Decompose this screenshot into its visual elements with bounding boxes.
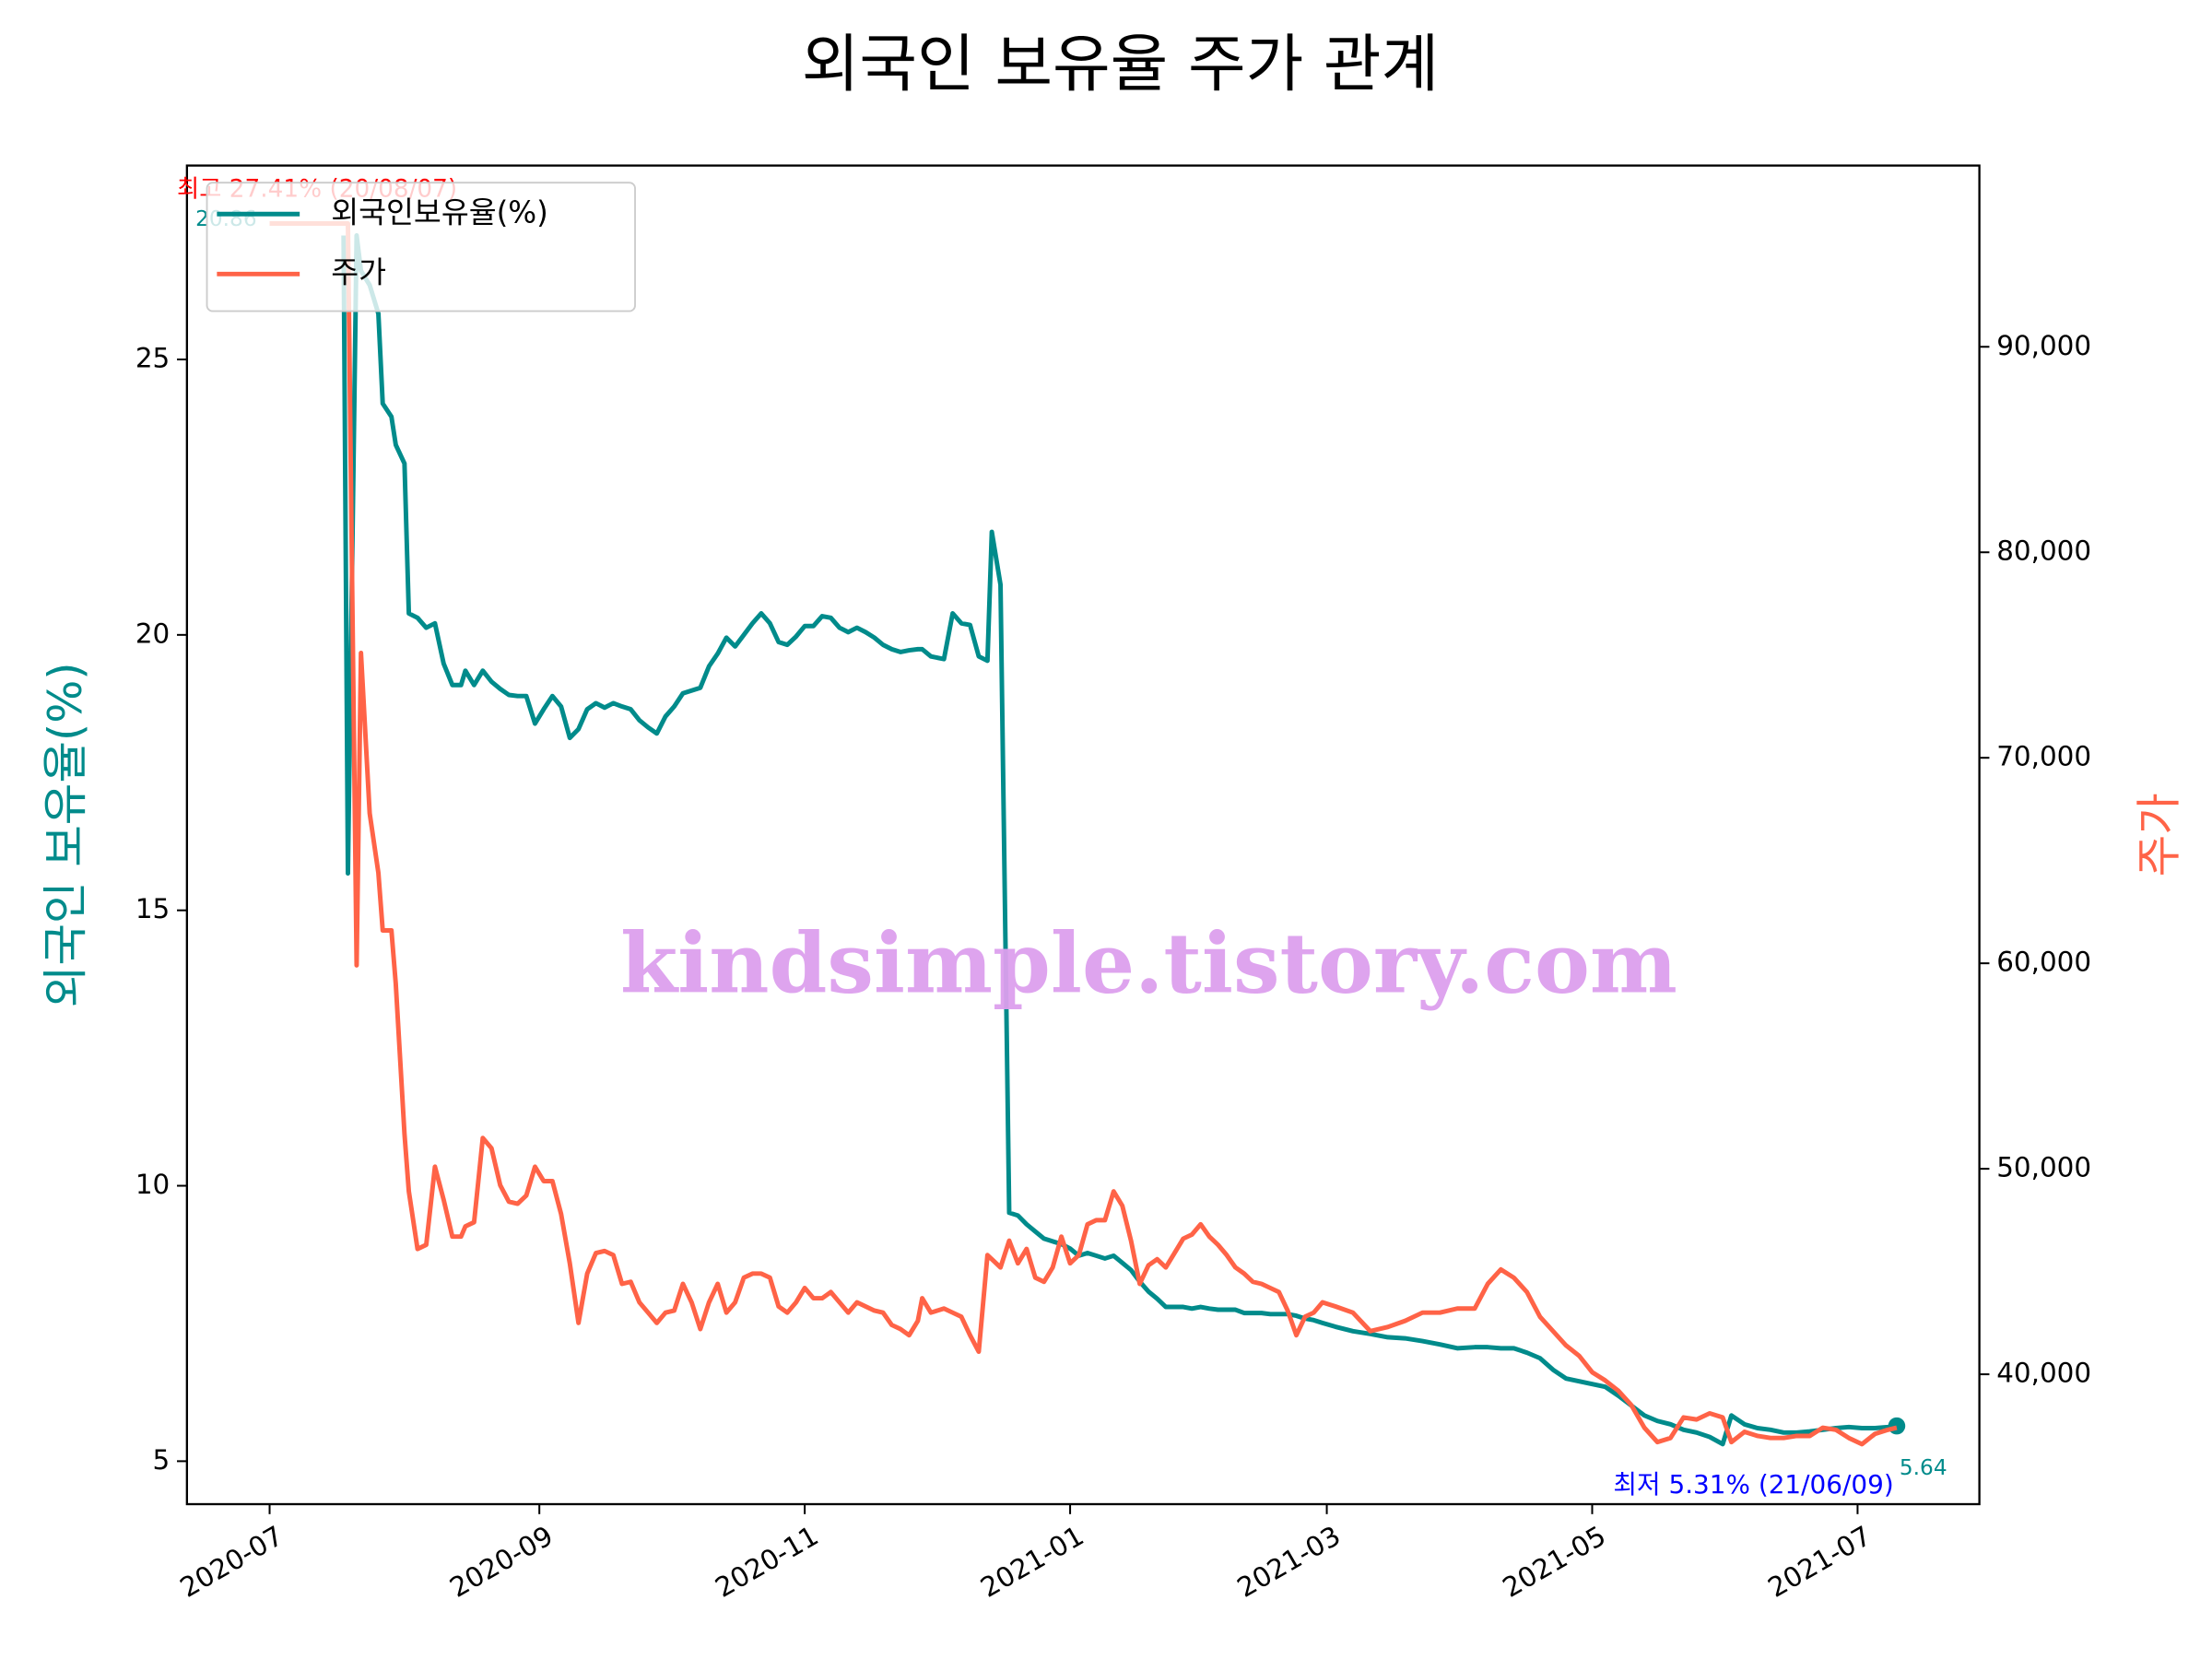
- y-axis-label: 외국인 보유율(%): [39, 662, 92, 1007]
- y2-tick-label: 40,000: [1996, 1358, 2091, 1389]
- legend-label: 외국인보유율(%): [331, 194, 548, 229]
- data-line: [269, 221, 1898, 1447]
- y-tick-label: 20: [135, 618, 170, 649]
- y2-tick-label: 60,000: [1996, 947, 2091, 978]
- y-tick-label: 5: [153, 1444, 171, 1476]
- y-tick-label: 25: [135, 342, 170, 373]
- axes-frame: [185, 164, 1981, 1506]
- y2-tick-label: 80,000: [1996, 535, 2091, 567]
- annotation: 최저 5.31% (21/06/09): [1613, 1469, 1893, 1500]
- y-tick-label: 10: [135, 1169, 170, 1200]
- legend-label: 주가: [331, 254, 386, 289]
- legend: 외국인보유율(%) 주가: [206, 182, 636, 312]
- annotation: 5.64: [1900, 1455, 1947, 1480]
- y2-axis-label: 주가: [2132, 793, 2185, 877]
- y-tick-label: 15: [135, 893, 170, 924]
- end-marker: [1888, 1417, 1906, 1435]
- data-line: [341, 233, 1898, 1447]
- watermark: kindsimple.tistory.com: [620, 915, 1677, 1012]
- legend-box: [206, 182, 636, 312]
- y2-tick-label: 50,000: [1996, 1152, 2091, 1183]
- chart-title: 외국인 보유율 주가 관계: [802, 29, 1440, 101]
- y2-tick-label: 90,000: [1996, 330, 2091, 361]
- y2-tick-label: 70,000: [1996, 741, 2091, 772]
